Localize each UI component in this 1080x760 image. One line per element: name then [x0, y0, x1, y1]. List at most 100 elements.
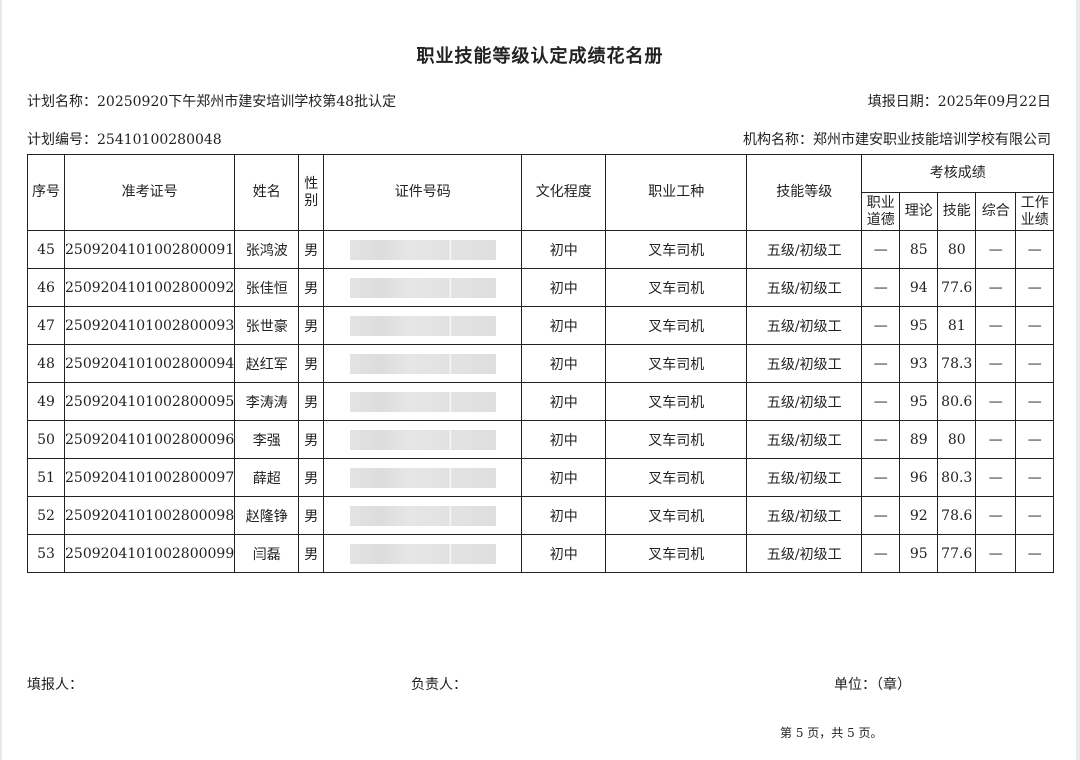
cell-id-no-redacted [323, 420, 523, 459]
cell-ethics: — [861, 230, 901, 269]
cell-name: 薛超 [234, 458, 300, 497]
cell-theory: 95 [899, 534, 939, 573]
cell-occupation: 叉车司机 [605, 306, 748, 345]
cell-id-no-redacted [323, 496, 523, 535]
cell-gender: 男 [298, 496, 325, 535]
cell-seq: 47 [27, 306, 65, 345]
cell-level: 五级/初级工 [746, 344, 863, 383]
table-row: 46 2509204101002800092 张佳恒男初中 叉车司机 五级/初级工 —94… [27, 268, 1055, 307]
cell-ethics: — [861, 534, 901, 573]
cell-education: 初中 [521, 458, 607, 497]
cell-seq: 53 [27, 534, 65, 573]
cell-occupation: 叉车司机 [605, 344, 748, 383]
cell-theory: 92 [899, 496, 939, 535]
cell-occupation: 叉车司机 [605, 382, 748, 421]
header-overall: 综合 [975, 192, 1017, 231]
cell-ethics: — [861, 458, 901, 497]
cell-gender: 男 [298, 382, 325, 421]
cell-ethics: — [861, 496, 901, 535]
cell-level: 五级/初级工 [746, 420, 863, 459]
cell-level: 五级/初级工 [746, 382, 863, 421]
cell-exam-no: 2509204101002800094 [63, 344, 236, 383]
cell-name: 张佳恒 [234, 268, 300, 307]
cell-education: 初中 [521, 344, 607, 383]
table-row: 50 2509204101002800096 李强男初中 叉车司机 五级/初级工 —89 8… [27, 420, 1055, 459]
header-name: 姓名 [234, 154, 300, 231]
header-ethics: 职业道德 [861, 192, 901, 231]
cell-skill: 80 [937, 420, 977, 459]
cell-work: — [1015, 306, 1055, 345]
redacted-block [349, 467, 496, 488]
cell-work: — [1015, 496, 1055, 535]
cell-occupation: 叉车司机 [605, 420, 748, 459]
cell-id-no-redacted [323, 534, 523, 573]
cell-id-no-redacted [323, 458, 523, 497]
redacted-block [349, 391, 496, 412]
header-exam-no: 准考证号 [63, 154, 236, 231]
cell-work: — [1015, 420, 1055, 459]
cell-education: 初中 [521, 230, 607, 269]
header-work: 工作业绩 [1015, 192, 1055, 231]
cell-theory: 96 [899, 458, 939, 497]
cell-overall: — [975, 534, 1017, 573]
cell-level: 五级/初级工 [746, 230, 863, 269]
table-row: 51 2509204101002800097 薛超男初中 叉车司机 五级/初级工 —96 8… [27, 458, 1055, 497]
cell-education: 初中 [521, 496, 607, 535]
header-skill: 技能 [937, 192, 977, 231]
cell-name: 张鸿波 [234, 230, 300, 269]
cell-theory: 95 [899, 306, 939, 345]
cell-skill: 77.6 [937, 268, 977, 307]
cell-overall: — [975, 420, 1017, 459]
cell-ethics: — [861, 420, 901, 459]
cell-level: 五级/初级工 [746, 306, 863, 345]
header-occupation: 职业工种 [605, 154, 748, 231]
table-row: 52 2509204101002800098 赵隆铮男初中 叉车司机 五级/初级工 —92… [27, 496, 1055, 535]
filler-label: 填报人： [27, 677, 83, 693]
cell-overall: — [975, 458, 1017, 497]
cell-overall: — [975, 306, 1017, 345]
cell-level: 五级/初级工 [746, 268, 863, 307]
redacted-block [349, 543, 496, 564]
cell-skill: 80.6 [937, 382, 977, 421]
table-row: 47 2509204101002800093 张世豪男初中 叉车司机 五级/初级工 —95… [27, 306, 1055, 345]
header-gender: 性别 [298, 154, 325, 231]
cell-skill: 77.6 [937, 534, 977, 573]
cell-occupation: 叉车司机 [605, 458, 748, 497]
header-scores: 考核成绩 [861, 154, 1055, 193]
cell-name: 赵隆铮 [234, 496, 300, 535]
cell-overall: — [975, 268, 1017, 307]
cell-occupation: 叉车司机 [605, 534, 748, 573]
cell-exam-no: 2509204101002800093 [63, 306, 236, 345]
cell-theory: 93 [899, 344, 939, 383]
cell-ethics: — [861, 344, 901, 383]
cell-name: 赵红军 [234, 344, 300, 383]
cell-gender: 男 [298, 230, 325, 269]
cell-education: 初中 [521, 268, 607, 307]
cell-seq: 50 [27, 420, 65, 459]
cell-gender: 男 [298, 268, 325, 307]
cell-exam-no: 2509204101002800099 [63, 534, 236, 573]
page-title: 职业技能等级认定成绩花名册 [416, 46, 664, 67]
cell-occupation: 叉车司机 [605, 230, 748, 269]
cell-skill: 80.3 [937, 458, 977, 497]
unit-seal-label: 单位：（章） [834, 677, 911, 693]
cell-work: — [1015, 230, 1055, 269]
cell-theory: 85 [899, 230, 939, 269]
cell-overall: — [975, 344, 1017, 383]
header-level: 技能等级 [746, 154, 863, 231]
table-row: 53 2509204101002800099 闫磊男初中 叉车司机 五级/初级工 —95 7… [27, 534, 1055, 573]
redacted-block [349, 353, 496, 374]
cell-name: 闫磊 [234, 534, 300, 573]
header-id-no: 证件号码 [323, 154, 523, 231]
cell-seq: 48 [27, 344, 65, 383]
redacted-block [349, 239, 496, 260]
cell-ethics: — [861, 382, 901, 421]
cell-education: 初中 [521, 306, 607, 345]
cell-exam-no: 2509204101002800096 [63, 420, 236, 459]
cell-gender: 男 [298, 306, 325, 345]
cell-theory: 89 [899, 420, 939, 459]
table-row: 45 2509204101002800091 张鸿波男初中 叉车司机 五级/初级工 —85… [27, 230, 1055, 269]
cell-gender: 男 [298, 420, 325, 459]
cell-level: 五级/初级工 [746, 496, 863, 535]
cell-exam-no: 2509204101002800092 [63, 268, 236, 307]
